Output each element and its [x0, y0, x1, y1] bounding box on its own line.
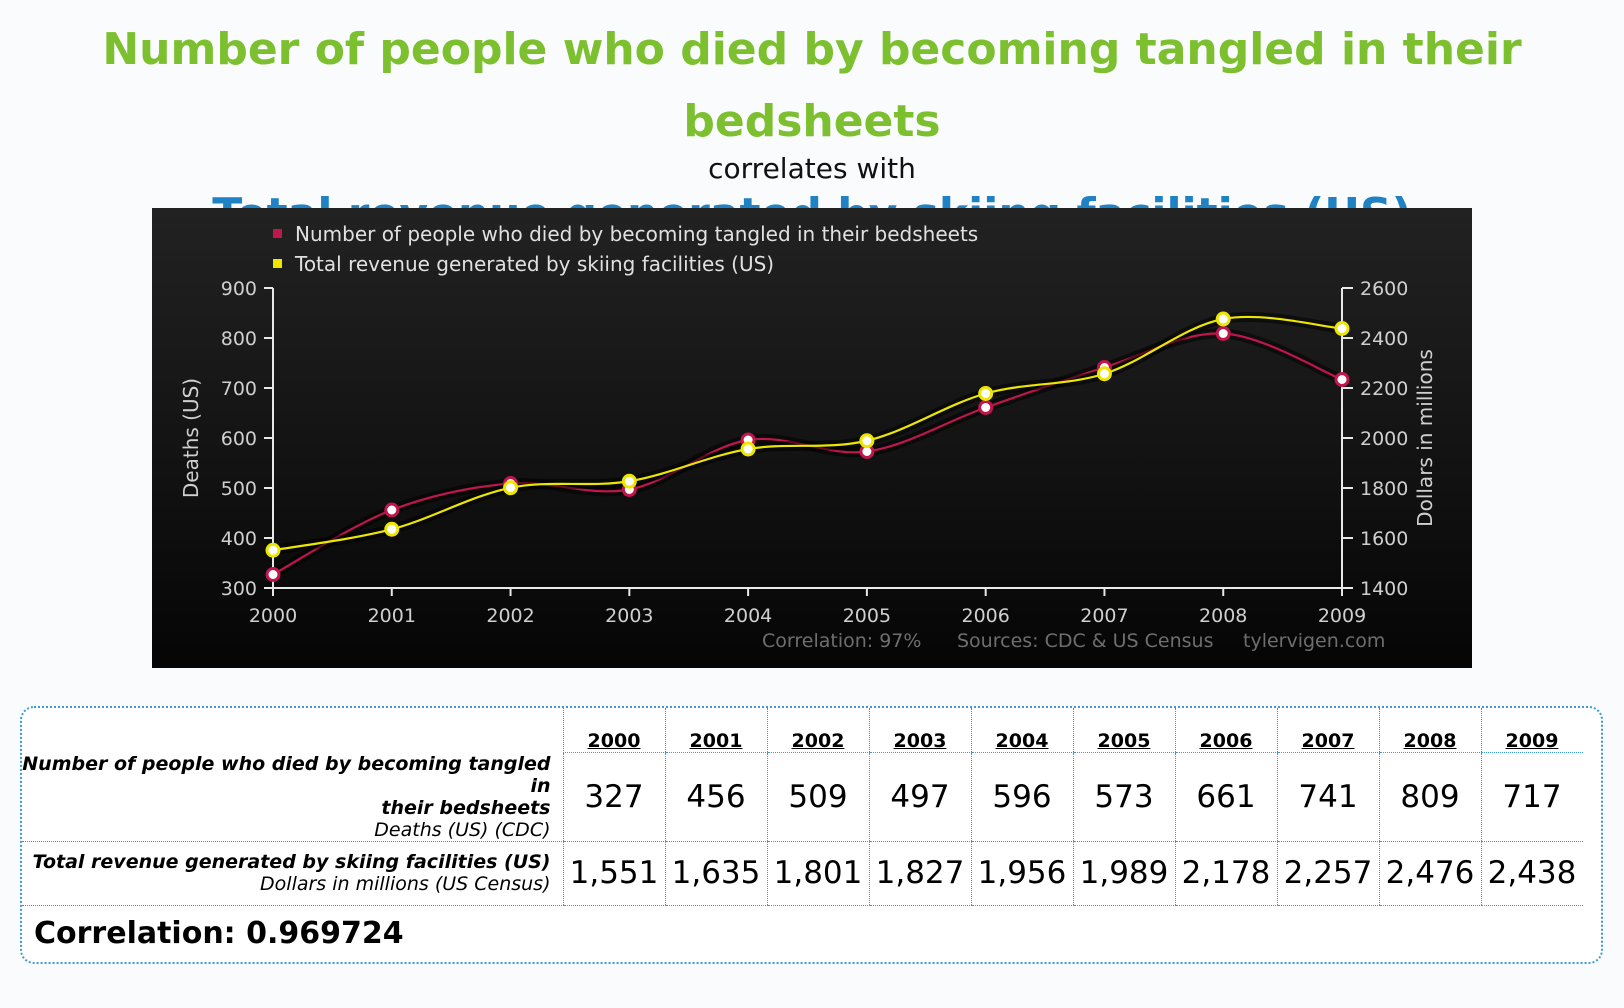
data-point-revenue — [503, 480, 519, 496]
title-series-a: Number of people who died by becoming ta… — [102, 24, 1522, 147]
data-point-revenue — [859, 433, 875, 449]
table-row-deaths: Number of people who died by becoming ta… — [22, 752, 1583, 842]
x-tick-label: 2003 — [605, 605, 653, 627]
data-point-revenue — [740, 441, 756, 457]
y-axis-title-left: Deaths (US) — [179, 378, 203, 498]
row-label-title: Number of people who died by becoming ta… — [22, 752, 551, 797]
data-point-revenue — [1215, 311, 1231, 327]
data-point-revenue — [978, 386, 994, 401]
year-header: 2008 — [1378, 708, 1481, 753]
value-cell: 1,801 — [766, 841, 869, 906]
x-tick-label: 2004 — [724, 605, 772, 627]
y-tick-label-left: 700 — [221, 378, 257, 400]
value-cell: 509 — [766, 752, 869, 842]
data-point-revenue — [1334, 321, 1350, 336]
x-tick-label: 2000 — [249, 605, 297, 627]
data-point-revenue — [1096, 366, 1112, 382]
value-cell: 717 — [1480, 752, 1583, 842]
legend-swatch-revenue — [273, 259, 282, 268]
series-line-revenue — [272, 315, 1343, 552]
value-cell: 327 — [562, 752, 665, 842]
y-tick-label-right: 2000 — [1360, 428, 1408, 450]
title-connector: correlates with — [708, 152, 916, 185]
y-tick-label-right: 1800 — [1360, 478, 1408, 500]
year-header: 2001 — [664, 708, 767, 753]
y-tick-label-left: 600 — [221, 428, 257, 450]
data-point-revenue — [621, 473, 637, 489]
year-header: 2005 — [1072, 708, 1175, 753]
x-tick-label: 2007 — [1080, 605, 1128, 627]
value-cell: 661 — [1174, 752, 1277, 842]
y-tick-label-right: 2600 — [1360, 278, 1408, 300]
value-cell: 1,989 — [1072, 841, 1175, 906]
y-tick-label-right: 2200 — [1360, 378, 1408, 400]
y-tick-label-right: 1400 — [1360, 578, 1408, 600]
legend-swatch-deaths — [273, 229, 282, 238]
value-cell: 2,476 — [1378, 841, 1481, 906]
data-table: 2000 2001 2002 2003 2004 2005 2006 2007 … — [22, 708, 1583, 906]
data-point-deaths — [1334, 372, 1350, 387]
correlation-value: Correlation: 0.969724 — [34, 916, 404, 951]
dual-axis-line-chart: 300 400 500 600 700 800 900 1400 1600 1800 2000 220… — [179, 222, 1437, 652]
header-spacer — [22, 708, 563, 753]
data-point-revenue — [384, 521, 400, 537]
year-header: 2004 — [970, 708, 1073, 753]
row-label-deaths: Number of people who died by becoming ta… — [22, 752, 563, 842]
value-cell: 456 — [664, 752, 767, 842]
data-table-card: 2000 2001 2002 2003 2004 2005 2006 2007 … — [20, 706, 1603, 964]
y-tick-label-left: 800 — [221, 328, 257, 350]
x-tick-label: 2008 — [1199, 605, 1247, 627]
x-tick-label: 2001 — [368, 605, 416, 627]
value-cell: 1,635 — [664, 841, 767, 906]
year-header-row: 2000 2001 2002 2003 2004 2005 2006 2007 … — [22, 708, 1583, 753]
row-label-revenue: Total revenue generated by skiing facili… — [22, 841, 563, 906]
value-cell: 1,956 — [970, 841, 1073, 906]
chart-panel: 300 400 500 600 700 800 900 1400 1600 1800 2000 220… — [152, 208, 1472, 668]
year-header: 2000 — [562, 708, 665, 753]
value-cell: 596 — [970, 752, 1073, 842]
row-label-title: Total revenue generated by skiing facili… — [32, 851, 551, 873]
y-tick-label-right: 1600 — [1360, 528, 1408, 550]
y-tick-label-left: 500 — [221, 478, 257, 500]
data-point-deaths — [1215, 326, 1231, 341]
y-tick-label-left: 400 — [221, 528, 257, 550]
legend-label: Number of people who died by becoming ta… — [295, 222, 978, 246]
value-cell: 497 — [868, 752, 971, 842]
footer-sources: Sources: CDC & US Census — [957, 630, 1214, 652]
year-header: 2006 — [1174, 708, 1277, 753]
value-cell: 741 — [1276, 752, 1379, 842]
y-tick-label-left: 900 — [221, 278, 257, 300]
series-shadow — [270, 328, 1344, 579]
y-tick-label-right: 2400 — [1360, 328, 1408, 350]
value-cell: 1,827 — [868, 841, 971, 906]
value-cell: 2,438 — [1480, 841, 1583, 906]
y-tick-label-left: 300 — [221, 578, 257, 600]
year-header: 2007 — [1276, 708, 1379, 753]
legend-label: Total revenue generated by skiing facili… — [294, 252, 774, 276]
footer-correlation: Correlation: 97% — [762, 630, 921, 652]
data-point-deaths — [978, 400, 994, 415]
year-header: 2003 — [868, 708, 971, 753]
value-cell: 573 — [1072, 752, 1175, 842]
value-cell: 809 — [1378, 752, 1481, 842]
year-header: 2002 — [766, 708, 869, 753]
data-point-revenue — [265, 542, 281, 558]
row-label-title-cont: their bedsheets — [381, 796, 551, 819]
value-cell: 2,178 — [1174, 841, 1277, 906]
value-cell: 2,257 — [1276, 841, 1379, 906]
year-header: 2009 — [1480, 708, 1583, 753]
footer-site: tylervigen.com — [1243, 630, 1385, 652]
y-axis-title-right: Dollars in millions — [1413, 349, 1437, 527]
x-tick-label: 2009 — [1318, 605, 1366, 627]
table-row-revenue: Total revenue generated by skiing facili… — [22, 841, 1583, 906]
data-point-deaths — [265, 567, 281, 582]
row-label-unit: Deaths (US) (CDC) — [374, 818, 551, 841]
x-tick-label: 2005 — [843, 605, 891, 627]
x-tick-label: 2006 — [961, 605, 1009, 627]
data-point-deaths — [384, 502, 400, 518]
series-line-deaths — [272, 332, 1343, 576]
value-cell: 1,551 — [562, 841, 665, 906]
row-label-unit: Dollars in millions (US Census) — [260, 873, 551, 895]
x-tick-label: 2002 — [486, 605, 534, 627]
